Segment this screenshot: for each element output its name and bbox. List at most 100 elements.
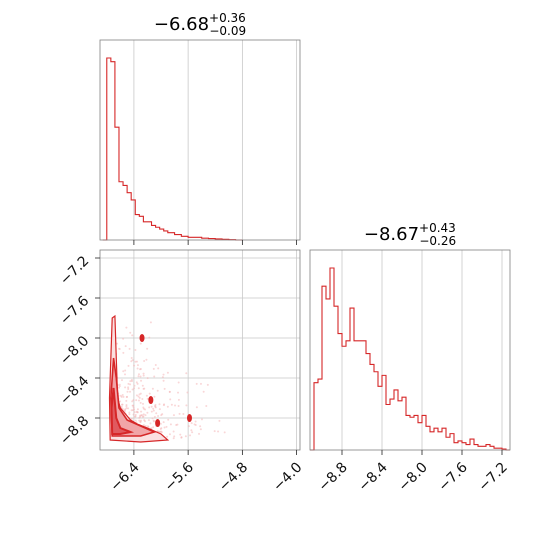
scatter-point — [206, 383, 209, 386]
axes-frame — [309, 249, 511, 451]
histogram-step — [102, 57, 243, 241]
scatter-point — [186, 391, 189, 394]
scatter-point — [177, 381, 180, 384]
title-minus-error: −0.09 — [209, 24, 246, 38]
scatter-point — [127, 382, 130, 385]
scatter-point — [135, 381, 138, 384]
scatter-point — [151, 417, 154, 420]
scatter-point — [129, 331, 132, 334]
scatter-point — [152, 367, 155, 370]
scatter-point — [132, 406, 135, 409]
scatter-point — [134, 360, 137, 363]
scatter-point — [162, 421, 165, 424]
density-contour-blob — [148, 396, 154, 404]
scatter-point — [130, 356, 133, 359]
scatter-point — [199, 428, 202, 431]
scatter-point — [127, 388, 130, 391]
scatter-point — [190, 429, 193, 432]
title-minus-error: −0.26 — [419, 234, 456, 248]
scatter-point — [177, 405, 180, 408]
scatter-point — [122, 337, 125, 340]
scatter-point — [137, 373, 140, 376]
scatter-point — [129, 390, 132, 393]
marginal-1-title: −6.68+0.36 −0.09 — [154, 11, 246, 38]
scatter-point — [137, 395, 140, 398]
scatter-point — [162, 379, 165, 382]
scatter-point — [142, 413, 145, 416]
scatter-point — [142, 407, 145, 410]
density-contour-blob — [155, 419, 161, 427]
scatter-point — [120, 379, 123, 382]
scatter-point — [182, 413, 185, 416]
scatter-point — [137, 387, 140, 390]
scatter-point — [173, 435, 176, 438]
scatter-point — [145, 358, 148, 361]
scatter-point — [202, 390, 205, 393]
scatter-point — [129, 383, 132, 386]
y-tick-label: −7.6 — [57, 293, 92, 328]
scatter-point — [138, 368, 141, 371]
scatter-point — [193, 423, 196, 426]
scatter-point — [146, 411, 149, 414]
scatter-point — [124, 345, 127, 348]
scatter-point — [154, 405, 157, 408]
scatter-point — [157, 367, 160, 370]
scatter-point — [125, 407, 128, 410]
scatter-point — [153, 415, 156, 418]
scatter-point — [139, 401, 142, 404]
scatter-point — [195, 406, 198, 409]
scatter-point — [142, 424, 145, 427]
scatter-point — [153, 395, 156, 398]
scatter-point — [158, 408, 161, 411]
scatter-point — [138, 396, 141, 399]
scatter-point — [131, 404, 134, 407]
y-tick-label: −8.8 — [57, 413, 92, 448]
scatter-point — [140, 379, 143, 382]
x-tick-label: −7.2 — [475, 459, 510, 494]
title-plus-error: +0.43 — [419, 221, 456, 235]
scatter-point — [155, 412, 158, 415]
scatter-point — [134, 419, 137, 422]
scatter-point — [190, 422, 193, 425]
scatter-point — [163, 387, 166, 390]
scatter-point — [162, 373, 165, 376]
scatter-point — [223, 431, 226, 434]
scatter-point — [153, 375, 156, 378]
scatter-point — [156, 389, 159, 392]
scatter-point — [142, 372, 145, 375]
scatter-point — [143, 359, 146, 362]
scatter-point — [127, 386, 130, 389]
scatter-point — [134, 413, 137, 416]
y-tick-label: −8.0 — [57, 333, 92, 368]
scatter-point — [152, 409, 155, 412]
marginal-1-panel — [99, 39, 301, 245]
scatter-point — [135, 399, 138, 402]
scatter-point — [172, 437, 175, 440]
scatter-point — [125, 326, 128, 329]
scatter-point — [121, 393, 124, 396]
density-contour — [110, 387, 135, 435]
scatter-point — [152, 426, 155, 429]
scatter-point — [166, 435, 169, 438]
scatter-point — [124, 408, 127, 411]
density-contour-blob — [186, 414, 192, 422]
x-tick-label: −8.4 — [355, 459, 390, 494]
scatter-point — [172, 430, 175, 433]
scatter-point — [168, 433, 171, 436]
scatter-point — [119, 394, 122, 397]
scatter-point — [125, 399, 128, 402]
scatter-point — [141, 384, 144, 387]
scatter-point — [142, 374, 145, 377]
scatter-point — [169, 398, 172, 401]
scatter-point — [177, 391, 180, 394]
scatter-point — [148, 392, 151, 395]
scatter-point — [194, 420, 197, 423]
scatter-point — [157, 414, 160, 417]
scatter-point — [142, 387, 145, 390]
scatter-point — [213, 430, 216, 433]
x-tick-label: −4.0 — [270, 459, 305, 494]
y-tick-label: −7.2 — [57, 253, 92, 288]
scatter-point — [137, 399, 140, 402]
scatter-point — [159, 428, 162, 431]
